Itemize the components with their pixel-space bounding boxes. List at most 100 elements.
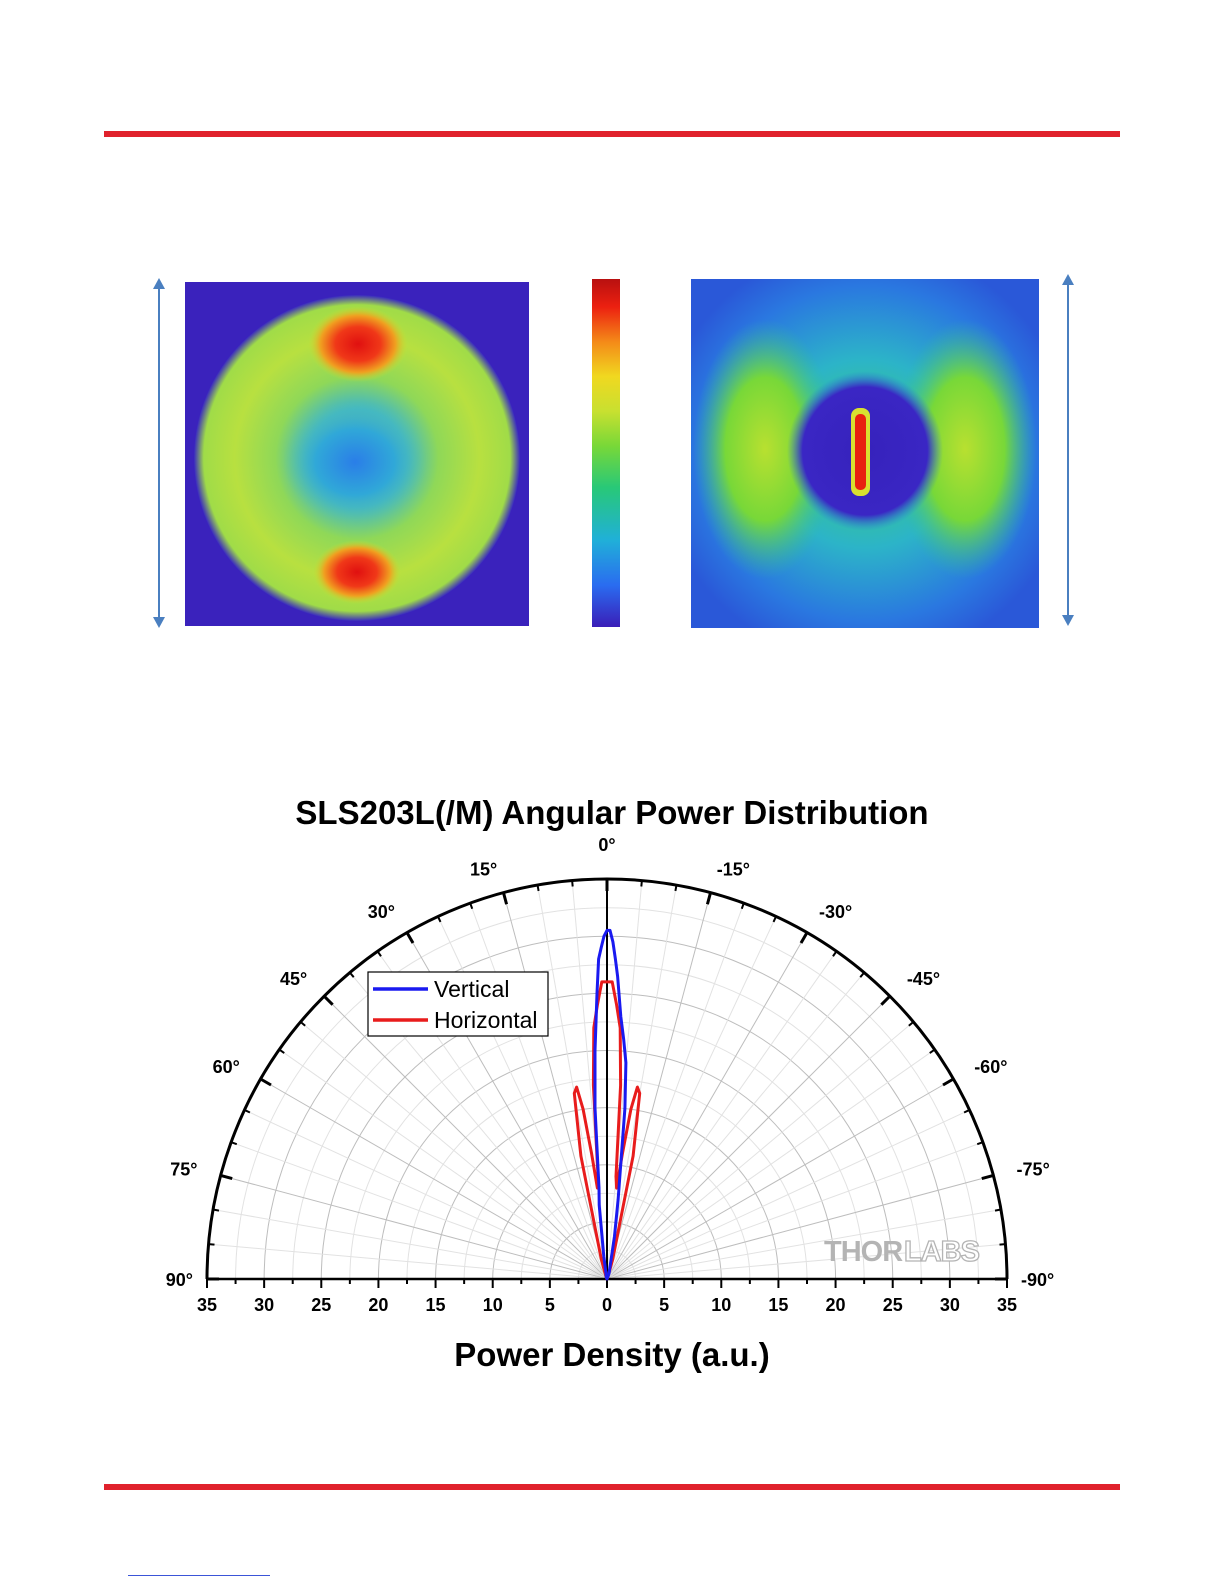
grid-spoke — [606, 1078, 954, 1280]
bottom-rule — [104, 1484, 1120, 1490]
series-vertical-line — [593, 928, 628, 1281]
legend-label-vertical: Vertical — [434, 976, 509, 1002]
footer-link-underline — [128, 1575, 270, 1576]
grid-spoke — [606, 1049, 935, 1280]
grid-spoke — [537, 884, 608, 1280]
angle-tick — [929, 1048, 936, 1054]
svg-text:LABS: LABS — [904, 1236, 980, 1268]
angle-tick-label: 45° — [280, 969, 307, 989]
radial-tick-label: 20 — [368, 1295, 388, 1315]
grid-spoke — [244, 1109, 608, 1280]
angle-tick — [299, 1021, 306, 1027]
angle-tick — [981, 1174, 994, 1181]
top-rule — [104, 131, 1120, 137]
thorlabs-logo: THOR LABS — [824, 1235, 981, 1268]
grid-spoke — [260, 1078, 608, 1280]
colorbar — [592, 279, 620, 627]
angle-tick — [640, 880, 643, 887]
angle-tick — [963, 1109, 970, 1114]
radial-tick-label: 5 — [659, 1295, 669, 1315]
grid-spoke — [606, 1209, 1002, 1280]
angle-tick-label: -75° — [1017, 1159, 1050, 1179]
grid-spoke — [323, 995, 608, 1280]
legend: Vertical Horizontal — [367, 971, 549, 1037]
angle-tick-label: 30° — [368, 902, 395, 922]
angle-tick — [323, 995, 334, 1006]
grid-spoke — [437, 916, 608, 1280]
radial-tick-label: 30 — [940, 1295, 960, 1315]
grid-spoke — [606, 884, 677, 1280]
left-double-arrow — [152, 278, 166, 633]
chart-title: SLS203L(/M) Angular Power Distribution — [295, 794, 928, 831]
angle-tick — [220, 1174, 233, 1181]
grid-spoke — [279, 1049, 608, 1280]
radial-tick-label: 35 — [997, 1295, 1017, 1315]
angle-tick — [772, 916, 777, 923]
angle-tick — [832, 950, 838, 957]
angle-tick — [976, 1141, 984, 1146]
angle-tick — [437, 916, 442, 923]
radial-tick-label: 20 — [826, 1295, 846, 1315]
near-field-intensity-map — [185, 282, 529, 626]
angle-tick — [880, 995, 891, 1006]
angle-tick-label: 15° — [470, 859, 497, 879]
angle-tick — [999, 1243, 1006, 1246]
grid-spoke — [469, 902, 608, 1280]
angle-tick — [278, 1048, 285, 1054]
legend-box — [367, 971, 549, 1037]
grid-spoke — [502, 892, 608, 1280]
radial-tick-label: 10 — [483, 1295, 503, 1315]
radial-tick-label: 5 — [545, 1295, 555, 1315]
grid-spoke — [606, 1174, 994, 1280]
grid-spoke — [606, 932, 808, 1280]
grid-spoke — [606, 972, 865, 1280]
angle-tick — [405, 931, 415, 944]
angle-tick — [571, 880, 574, 887]
x-axis-label: Power Density (a.u.) — [454, 1336, 769, 1373]
series-horizontal-line — [572, 980, 642, 1281]
svg-text:THOR: THOR — [824, 1236, 903, 1268]
series-layer — [572, 928, 642, 1281]
angle-tick-label: -15° — [717, 859, 750, 879]
grid-spoke — [208, 1243, 608, 1280]
angle-tick — [208, 1243, 215, 1246]
radial-tick-label: 0 — [602, 1295, 612, 1315]
radial-tick-label: 30 — [254, 1295, 274, 1315]
angle-tick — [469, 902, 474, 910]
grid-spoke — [606, 951, 837, 1280]
grid-spoke — [606, 1141, 984, 1280]
radial-tick-label: 10 — [711, 1295, 731, 1315]
grid-spoke — [606, 902, 745, 1280]
grid-spoke — [300, 1021, 608, 1280]
grid-spoke — [606, 1243, 1006, 1280]
tick-labels: 90° 75° 60° 45° 30° 15° 0° -15° -30° -45° -60° -75°… — [166, 835, 1054, 1315]
angle-tick — [259, 1077, 272, 1087]
grid-spoke — [606, 995, 891, 1280]
angle-tick-label: 90° — [166, 1270, 193, 1290]
angle-tick — [994, 1208, 1002, 1212]
angle-tick-label: 0° — [598, 835, 615, 855]
polar-chart: SLS203L(/M) Angular Power Distribution 9… — [166, 794, 1054, 1373]
angle-tick — [349, 971, 355, 978]
angle-tick-label: -60° — [974, 1057, 1007, 1077]
angle-tick — [705, 892, 712, 905]
radial-tick-label: 35 — [197, 1295, 217, 1315]
radial-tick-label: 25 — [311, 1295, 331, 1315]
grid-spoke — [212, 1209, 608, 1280]
grid-spoke — [606, 892, 712, 1280]
grid-spoke — [220, 1174, 608, 1280]
angle-tick-label: 75° — [170, 1159, 197, 1179]
angle-tick — [244, 1109, 251, 1114]
angle-tick — [859, 971, 865, 978]
angle-tick — [212, 1208, 220, 1212]
radial-tick-label: 15 — [768, 1295, 788, 1315]
angle-tick — [502, 892, 509, 905]
angle-tick-label: -45° — [907, 969, 940, 989]
grid-spoke — [230, 1141, 608, 1280]
right-double-arrow — [1061, 274, 1075, 631]
grid-spoke — [606, 916, 777, 1280]
angle-tick-label: 60° — [213, 1057, 240, 1077]
angle-tick — [908, 1021, 915, 1027]
legend-label-horizontal: Horizontal — [434, 1007, 538, 1033]
grid-spoke — [606, 1109, 970, 1280]
